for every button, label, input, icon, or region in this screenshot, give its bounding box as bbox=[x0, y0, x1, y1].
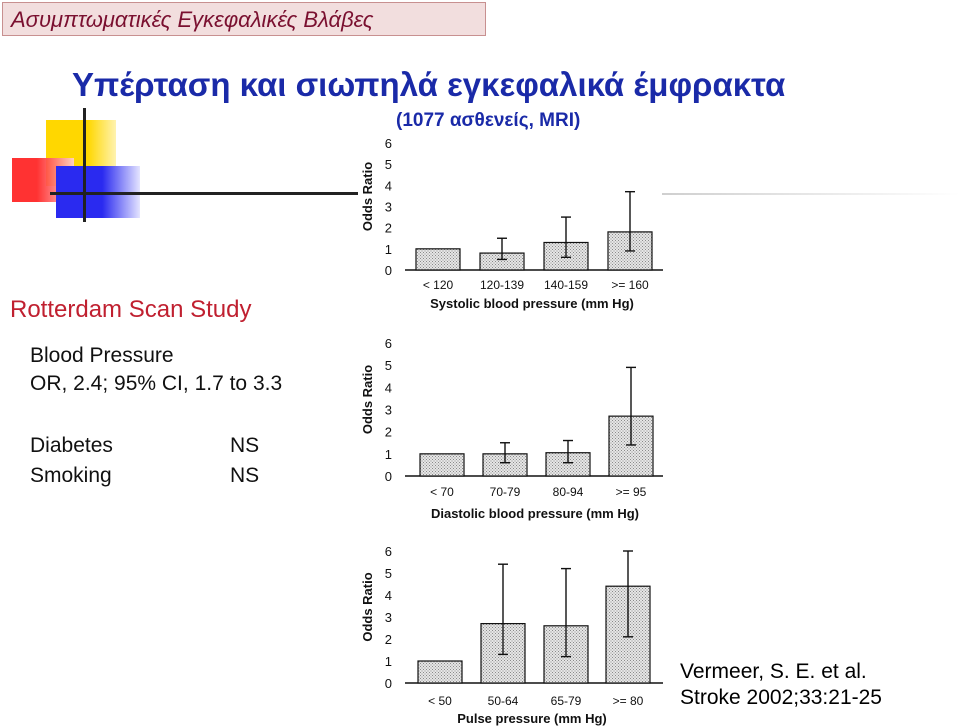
chart1-ytick-label: 1 bbox=[385, 242, 392, 257]
bp-value: OR, 2.4; 95% CI, 1.7 to 3.3 bbox=[30, 372, 283, 395]
chart2-category-label: 70-79 bbox=[490, 485, 521, 499]
chart1-ytick-label: 4 bbox=[385, 178, 392, 193]
deco-vertical-line bbox=[83, 108, 86, 222]
chart1-ytick-label: 3 bbox=[385, 200, 392, 215]
smoking-label: Smoking bbox=[30, 464, 112, 487]
chart3-category-label: >= 80 bbox=[613, 694, 644, 708]
chart2-ytick-label: 0 bbox=[385, 469, 392, 484]
chart1-category-label: 140-159 bbox=[544, 278, 588, 292]
chart2-ytick-label: 5 bbox=[385, 358, 392, 373]
chart3-category-label: 65-79 bbox=[551, 694, 582, 708]
chart2-category-label: 80-94 bbox=[553, 485, 584, 499]
chart2-ytick-label: 1 bbox=[385, 447, 392, 462]
smoking-value: NS bbox=[230, 464, 260, 487]
chart3-category-label: 50-64 bbox=[488, 694, 519, 708]
chart3-ytick-label: 3 bbox=[385, 610, 392, 625]
chart3-ytick-label: 4 bbox=[385, 588, 392, 603]
chart3-category-label: < 50 bbox=[428, 694, 452, 708]
chart3-ytick-label: 6 bbox=[385, 544, 392, 559]
bp-label: Blood Pressure bbox=[30, 344, 174, 367]
chart2-xlabel: Diastolic blood pressure (mm Hg) bbox=[431, 506, 639, 521]
chart1-ylabel: Odds Ratio bbox=[360, 162, 375, 231]
chart2-ytick-label: 6 bbox=[385, 336, 392, 351]
chart3-ytick-label: 5 bbox=[385, 566, 392, 581]
chart1-ytick-label: 0 bbox=[385, 263, 392, 278]
chart1-category-label: >= 160 bbox=[611, 278, 649, 292]
reference-journal: Stroke 2002;33:21-25 bbox=[680, 686, 882, 709]
chart3-bar bbox=[417, 660, 463, 684]
chart3-xlabel: Pulse pressure (mm Hg) bbox=[457, 711, 607, 726]
chart1-category-label: 120-139 bbox=[480, 278, 524, 292]
chart2-bar bbox=[419, 453, 465, 477]
diabetes-value: NS bbox=[230, 434, 260, 457]
chart2-category-label: >= 95 bbox=[616, 485, 647, 499]
slide-title: Υπέρταση και σιωπηλά εγκεφαλικά έμφρακτα bbox=[72, 66, 786, 103]
diabetes-label: Diabetes bbox=[30, 434, 113, 457]
chart3-ytick-label: 2 bbox=[385, 632, 392, 647]
chart3-ylabel: Odds Ratio bbox=[360, 572, 375, 641]
chart1-ytick-label: 5 bbox=[385, 157, 392, 172]
study-name: Rotterdam Scan Study bbox=[10, 296, 252, 323]
chart2-category-label: < 70 bbox=[430, 485, 454, 499]
chart3-ytick-label: 1 bbox=[385, 654, 392, 669]
chart1-xlabel: Systolic blood pressure (mm Hg) bbox=[430, 296, 634, 311]
chart1-ytick-label: 6 bbox=[385, 136, 392, 151]
deco-horizontal-line bbox=[50, 192, 358, 195]
deco-horizontal-line-fade bbox=[662, 193, 960, 195]
chart2-ytick-label: 3 bbox=[385, 403, 392, 418]
banner-title: Ασυμπτωματικές Εγκεφαλικές Βλάβες bbox=[11, 7, 374, 32]
chart1-bar bbox=[415, 248, 461, 271]
reference-authors: Vermeer, S. E. et al. bbox=[680, 660, 867, 683]
chart2-ytick-label: 2 bbox=[385, 425, 392, 440]
chart1-category-label: < 120 bbox=[423, 278, 454, 292]
chart1-ytick-label: 2 bbox=[385, 221, 392, 236]
chart3-ytick-label: 0 bbox=[385, 676, 392, 691]
title-banner: Ασυμπτωματικές Εγκεφαλικές Βλάβες bbox=[2, 2, 486, 36]
slide-subtitle: (1077 ασθενείς, MRI) bbox=[396, 110, 581, 131]
chart2-ylabel: Odds Ratio bbox=[360, 365, 375, 434]
chart2-ytick-label: 4 bbox=[385, 380, 392, 395]
